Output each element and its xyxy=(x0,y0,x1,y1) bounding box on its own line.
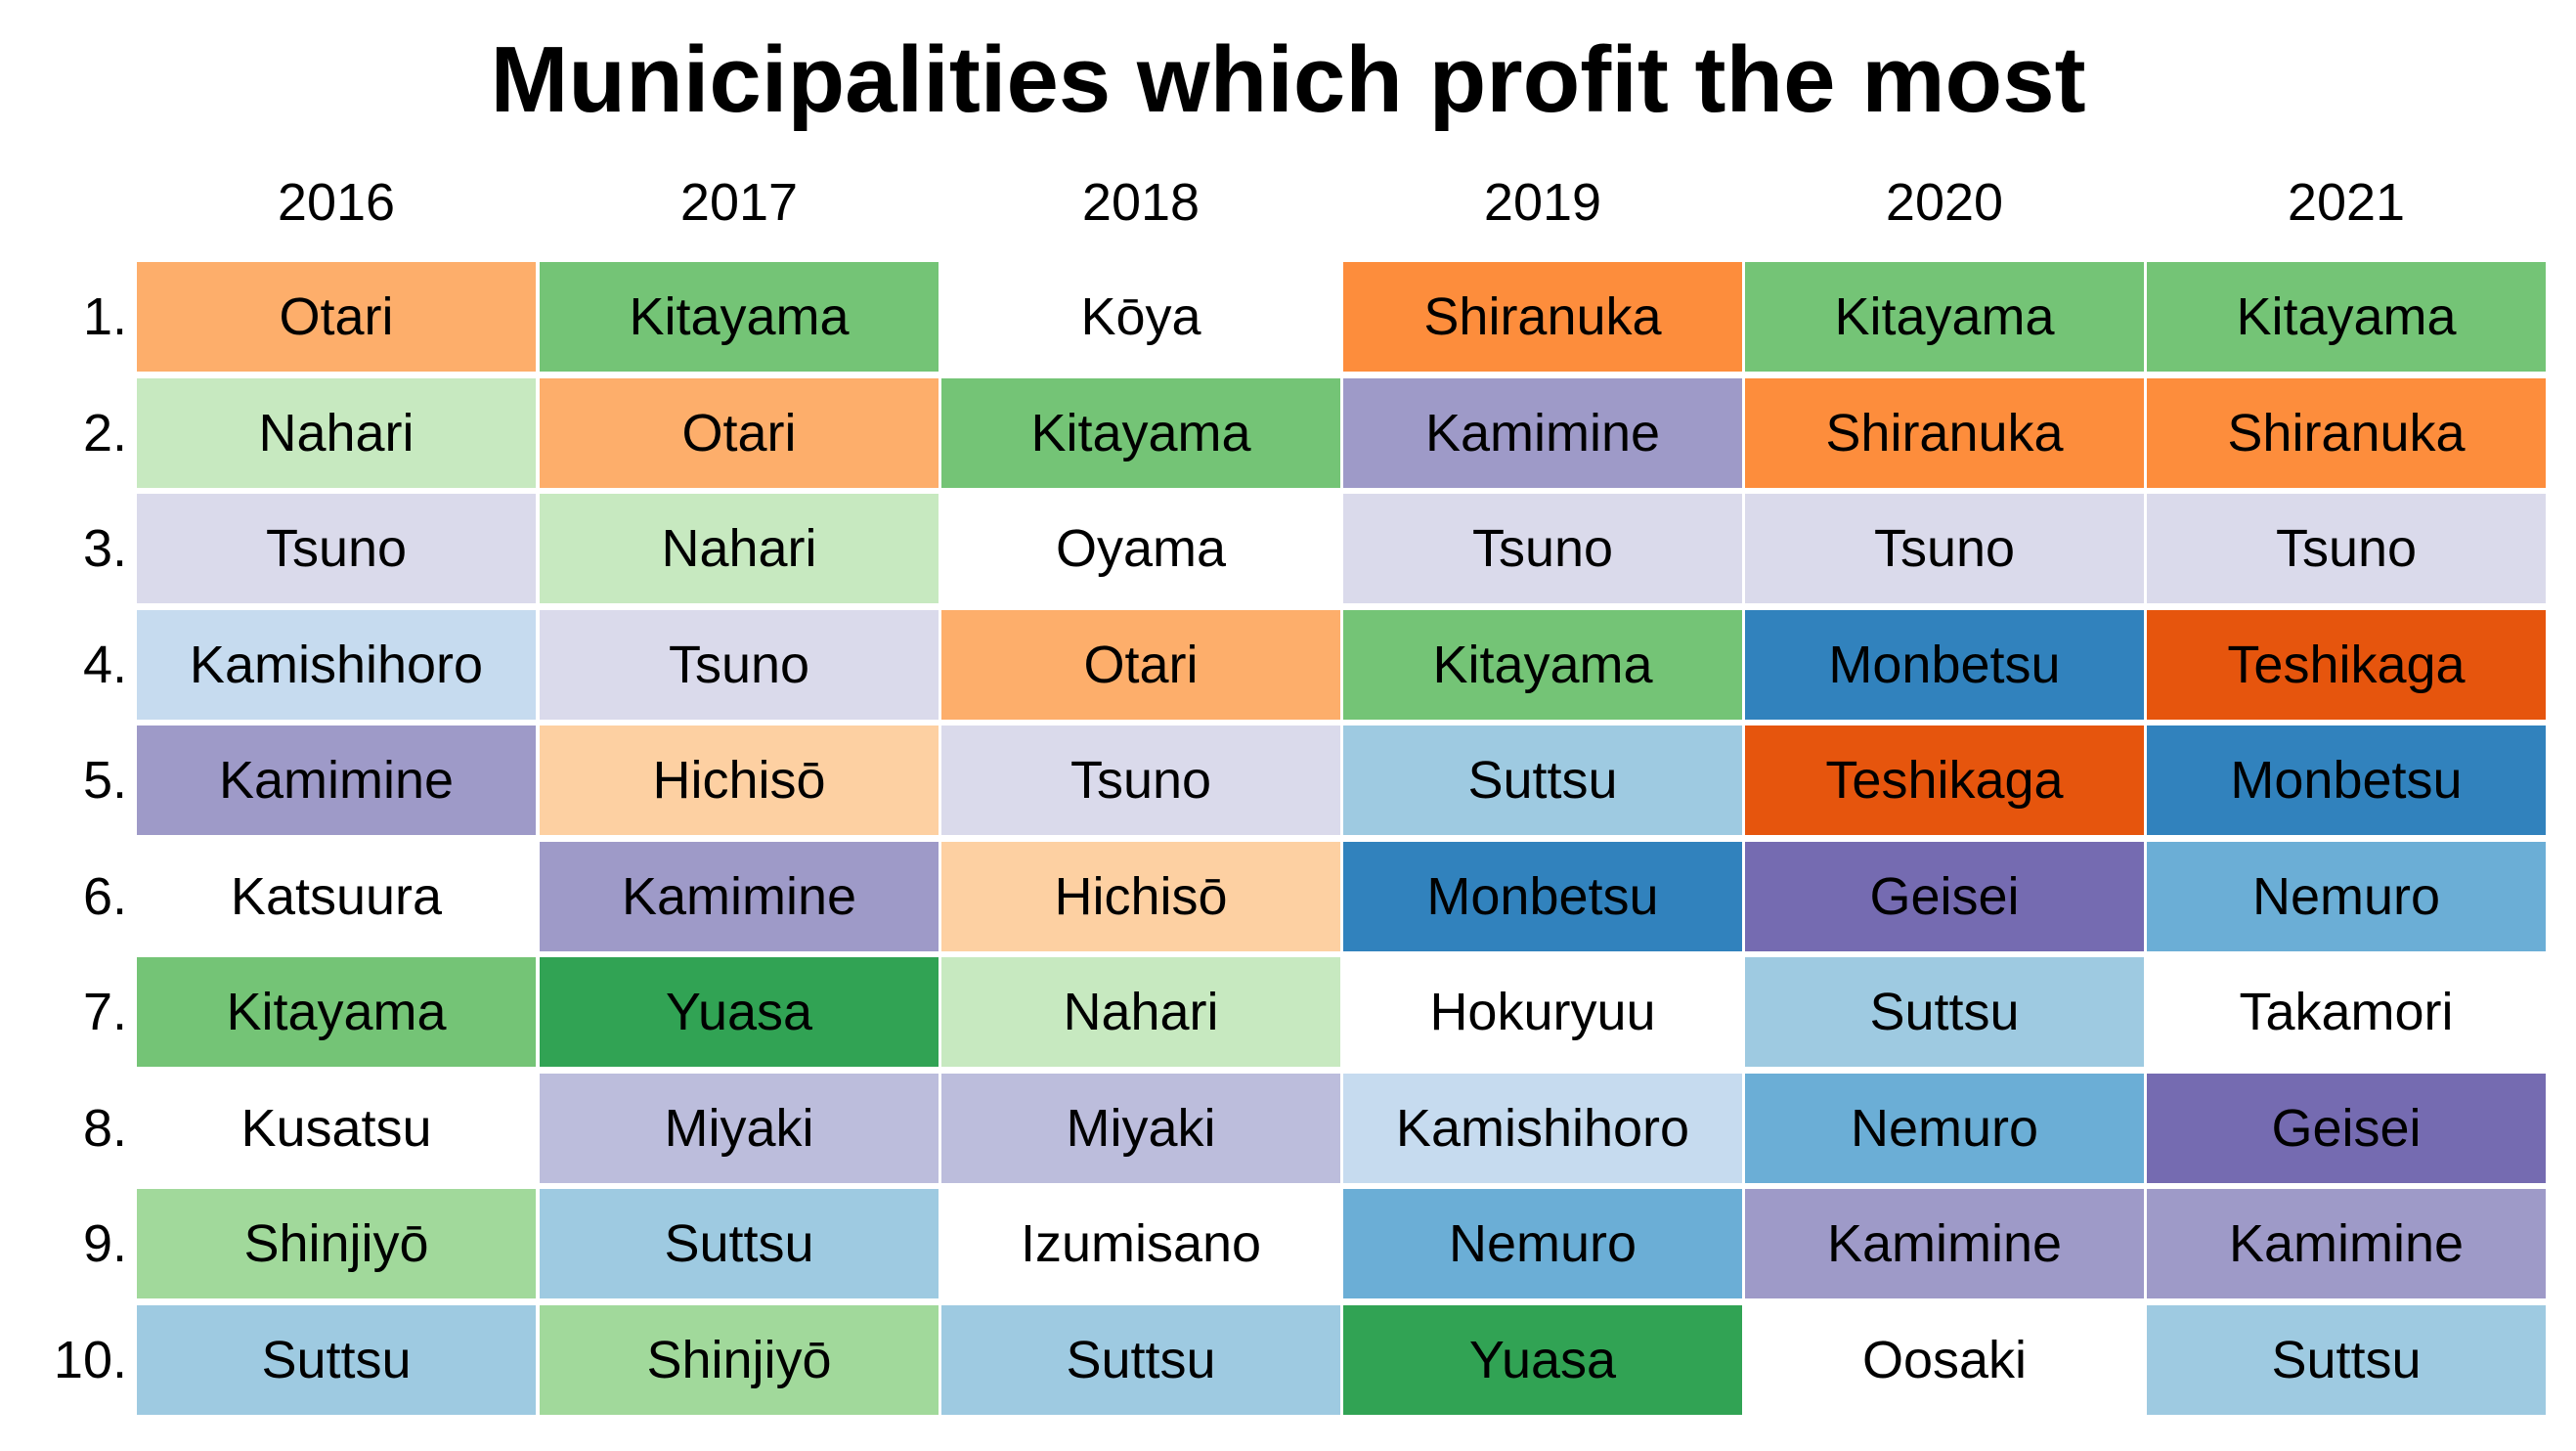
year-header-2020: 2020 xyxy=(1885,173,2004,232)
table-cell-2020-rank-3: Tsuno xyxy=(1745,494,2144,603)
table-cell-2017-rank-4: Tsuno xyxy=(540,610,939,720)
year-header-2018: 2018 xyxy=(1081,173,1201,232)
table-cell-2020-rank-6: Geisei xyxy=(1745,842,2144,951)
table-cell-2018-rank-10: Suttsu xyxy=(941,1305,1340,1415)
table-cell-2017-rank-6: Kamimine xyxy=(540,842,939,951)
table-cell-2017-rank-9: Suttsu xyxy=(540,1189,939,1298)
table-cell-2020-rank-8: Nemuro xyxy=(1745,1074,2144,1183)
table-cell-2021-rank-4: Teshikaga xyxy=(2147,610,2546,720)
rank-label-10: 10. xyxy=(53,1331,127,1389)
table-cell-2021-rank-5: Monbetsu xyxy=(2147,726,2546,835)
table-cell-2016-rank-10: Suttsu xyxy=(137,1305,536,1415)
table-cell-2019-rank-2: Kamimine xyxy=(1343,378,1742,488)
table-cell-2016-rank-4: Kamishihoro xyxy=(137,610,536,720)
table-cell-2021-rank-6: Nemuro xyxy=(2147,842,2546,951)
rank-label-4: 4. xyxy=(82,636,127,694)
table-cell-2017-rank-3: Nahari xyxy=(540,494,939,603)
table-cell-2019-rank-6: Monbetsu xyxy=(1343,842,1742,951)
rank-label-6: 6. xyxy=(82,867,127,926)
table-cell-2019-rank-7: Hokuryuu xyxy=(1343,957,1742,1067)
table-cell-2018-rank-7: Nahari xyxy=(941,957,1340,1067)
table-cell-2018-rank-2: Kitayama xyxy=(941,378,1340,488)
table-cell-2016-rank-7: Kitayama xyxy=(137,957,536,1067)
table-cell-2019-rank-3: Tsuno xyxy=(1343,494,1742,603)
rank-label-1: 1. xyxy=(82,287,127,346)
table-cell-2017-rank-8: Miyaki xyxy=(540,1074,939,1183)
table-cell-2017-rank-5: Hichisō xyxy=(540,726,939,835)
table-cell-2019-rank-5: Suttsu xyxy=(1343,726,1742,835)
table-cell-2017-rank-10: Shinjiyō xyxy=(540,1305,939,1415)
table-cell-2021-rank-10: Suttsu xyxy=(2147,1305,2546,1415)
table-cell-2020-rank-2: Shiranuka xyxy=(1745,378,2144,488)
table-cell-2021-rank-3: Tsuno xyxy=(2147,494,2546,603)
table-cell-2020-rank-4: Monbetsu xyxy=(1745,610,2144,720)
table-cell-2020-rank-10: Oosaki xyxy=(1745,1305,2144,1415)
table-cell-2019-rank-10: Yuasa xyxy=(1343,1305,1742,1415)
rank-label-8: 8. xyxy=(82,1099,127,1158)
table-cell-2021-rank-9: Kamimine xyxy=(2147,1189,2546,1298)
table-cell-2019-rank-1: Shiranuka xyxy=(1343,262,1742,372)
table-cell-2020-rank-9: Kamimine xyxy=(1745,1189,2144,1298)
year-header-2017: 2017 xyxy=(679,173,799,232)
table-cell-2018-rank-8: Miyaki xyxy=(941,1074,1340,1183)
table-cell-2021-rank-7: Takamori xyxy=(2147,957,2546,1067)
rank-label-9: 9. xyxy=(82,1214,127,1273)
table-cell-2016-rank-6: Katsuura xyxy=(137,842,536,951)
table-cell-2021-rank-1: Kitayama xyxy=(2147,262,2546,372)
table-cell-2016-rank-9: Shinjiyō xyxy=(137,1189,536,1298)
year-header-2021: 2021 xyxy=(2287,173,2406,232)
table-cell-2016-rank-3: Tsuno xyxy=(137,494,536,603)
table-cell-2018-rank-3: Oyama xyxy=(941,494,1340,603)
table-cell-2019-rank-8: Kamishihoro xyxy=(1343,1074,1742,1183)
table-cell-2016-rank-5: Kamimine xyxy=(137,726,536,835)
chart-title: Municipalities which profit the most xyxy=(490,27,2086,132)
table-cell-2020-rank-5: Teshikaga xyxy=(1745,726,2144,835)
table-cell-2017-rank-2: Otari xyxy=(540,378,939,488)
table-cell-2020-rank-7: Suttsu xyxy=(1745,957,2144,1067)
year-header-2019: 2019 xyxy=(1483,173,1602,232)
year-header-2016: 2016 xyxy=(277,173,396,232)
table-cell-2016-rank-8: Kusatsu xyxy=(137,1074,536,1183)
table-cell-2018-rank-9: Izumisano xyxy=(941,1189,1340,1298)
table-cell-2020-rank-1: Kitayama xyxy=(1745,262,2144,372)
rank-label-7: 7. xyxy=(82,983,127,1041)
table-cell-2019-rank-9: Nemuro xyxy=(1343,1189,1742,1298)
table-cell-2018-rank-1: Kōya xyxy=(941,262,1340,372)
table-cell-2017-rank-1: Kitayama xyxy=(540,262,939,372)
table-cell-2018-rank-6: Hichisō xyxy=(941,842,1340,951)
rank-label-5: 5. xyxy=(82,751,127,810)
table-cell-2016-rank-1: Otari xyxy=(137,262,536,372)
rank-label-3: 3. xyxy=(82,519,127,578)
table-cell-2018-rank-4: Otari xyxy=(941,610,1340,720)
table-cell-2018-rank-5: Tsuno xyxy=(941,726,1340,835)
table-cell-2019-rank-4: Kitayama xyxy=(1343,610,1742,720)
table-cell-2017-rank-7: Yuasa xyxy=(540,957,939,1067)
rank-label-2: 2. xyxy=(82,404,127,462)
table-cell-2021-rank-8: Geisei xyxy=(2147,1074,2546,1183)
table-cell-2021-rank-2: Shiranuka xyxy=(2147,378,2546,488)
table-cell-2016-rank-2: Nahari xyxy=(137,378,536,488)
